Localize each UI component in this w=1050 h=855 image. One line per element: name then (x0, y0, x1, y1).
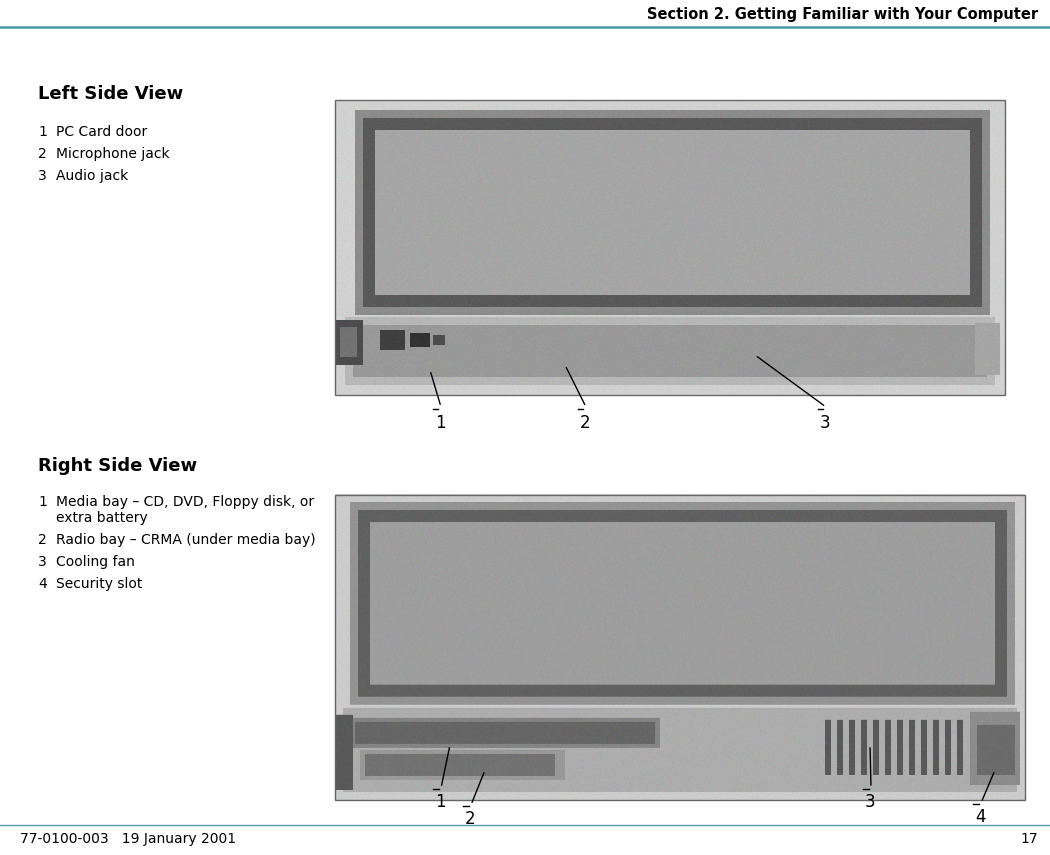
Text: 2: 2 (38, 533, 47, 547)
Bar (335, 100, 1005, 395)
Text: Radio bay – CRMA (under media bay): Radio bay – CRMA (under media bay) (56, 533, 316, 547)
Text: Microphone jack: Microphone jack (56, 147, 170, 161)
Text: 17: 17 (1021, 832, 1038, 846)
Text: 2: 2 (465, 810, 476, 828)
Text: Right Side View: Right Side View (38, 457, 197, 475)
Text: 2: 2 (38, 147, 47, 161)
Text: Media bay – CD, DVD, Floppy disk, or: Media bay – CD, DVD, Floppy disk, or (56, 495, 314, 509)
Text: 3: 3 (820, 414, 831, 432)
Bar (335, 495, 1025, 800)
Text: 1: 1 (435, 414, 445, 432)
Text: 1: 1 (38, 495, 47, 509)
Text: 3: 3 (38, 169, 47, 183)
Text: PC Card door: PC Card door (56, 125, 147, 139)
Text: 4: 4 (975, 808, 986, 826)
Text: 77-0100-003   19 January 2001: 77-0100-003 19 January 2001 (20, 832, 236, 846)
Text: 3: 3 (865, 793, 876, 811)
Text: extra battery: extra battery (56, 511, 148, 525)
Text: 2: 2 (580, 414, 590, 432)
Text: Audio jack: Audio jack (56, 169, 128, 183)
Text: Left Side View: Left Side View (38, 85, 184, 103)
Text: 1: 1 (38, 125, 47, 139)
Text: Section 2. Getting Familiar with Your Computer: Section 2. Getting Familiar with Your Co… (647, 8, 1038, 22)
Text: 3: 3 (38, 555, 47, 569)
Text: Security slot: Security slot (56, 577, 143, 591)
Text: Cooling fan: Cooling fan (56, 555, 134, 569)
Text: 4: 4 (38, 577, 47, 591)
Text: 1: 1 (435, 793, 445, 811)
